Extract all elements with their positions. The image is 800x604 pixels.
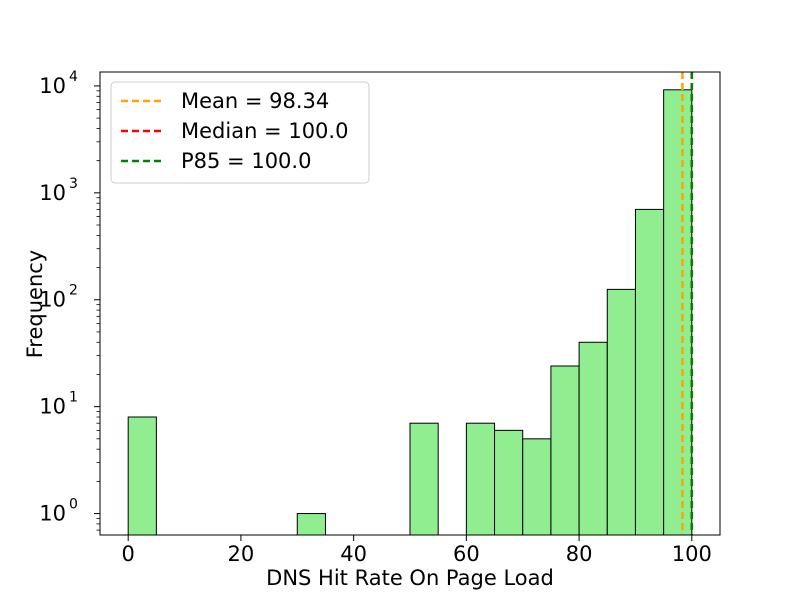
x-tick-label: 60 xyxy=(453,542,480,566)
histogram-bar xyxy=(550,365,580,536)
histogram-bar xyxy=(127,416,157,536)
x-axis-label: DNS Hit Rate On Page Load xyxy=(266,566,554,590)
plot-frame xyxy=(99,71,721,536)
legend: Mean = 98.34 Median = 100.0 P85 = 100.0 xyxy=(110,81,370,184)
y-tick-exponent: 2 xyxy=(69,283,78,299)
legend-entry: Median = 100.0 xyxy=(181,119,348,143)
y-tick-exponent: 1 xyxy=(69,390,78,406)
histogram-bar xyxy=(494,429,524,536)
histogram-bar xyxy=(409,422,439,536)
x-tick-label: 40 xyxy=(340,542,367,566)
histogram-bar xyxy=(522,438,552,536)
y-tick-label: 10 xyxy=(39,74,66,98)
x-tick-label: 80 xyxy=(566,542,593,566)
legend-box xyxy=(110,81,370,184)
y-tick-label: 10 xyxy=(39,502,66,526)
x-tick-label: 20 xyxy=(228,542,255,566)
x-tick-label: 100 xyxy=(672,542,712,566)
histogram-bar xyxy=(296,513,326,536)
y-tick-label: 10 xyxy=(39,181,66,205)
x-tick-label: 0 xyxy=(121,542,134,566)
reference-lines-layer xyxy=(681,72,694,535)
y-tick-exponent: 3 xyxy=(69,176,78,192)
y-tick-exponent: 0 xyxy=(69,497,78,513)
histogram-bar xyxy=(606,288,636,536)
histogram-bar xyxy=(663,89,693,536)
y-axis-label: Frequency xyxy=(23,250,47,359)
x-axis: 0 20 40 60 80 100 xyxy=(121,535,712,566)
y-tick-label: 10 xyxy=(39,288,66,312)
bars-layer xyxy=(127,89,693,536)
y-tick-label: 10 xyxy=(39,395,66,419)
histogram-bar xyxy=(578,341,608,536)
legend-entry: P85 = 100.0 xyxy=(181,149,311,173)
histogram-bar xyxy=(465,422,496,536)
y-tick-exponent: 4 xyxy=(69,69,78,85)
histogram-bar xyxy=(634,208,665,536)
legend-entry: Mean = 98.34 xyxy=(181,89,329,113)
